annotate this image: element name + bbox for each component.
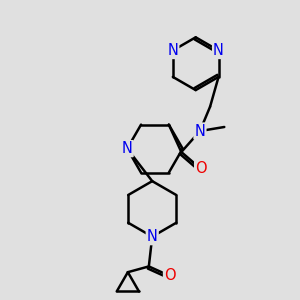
Text: N: N (122, 141, 133, 156)
Text: N: N (213, 43, 224, 58)
Text: O: O (195, 161, 207, 176)
Text: N: N (147, 229, 158, 244)
Text: N: N (167, 43, 178, 58)
Text: N: N (194, 124, 206, 139)
Text: O: O (164, 268, 176, 284)
